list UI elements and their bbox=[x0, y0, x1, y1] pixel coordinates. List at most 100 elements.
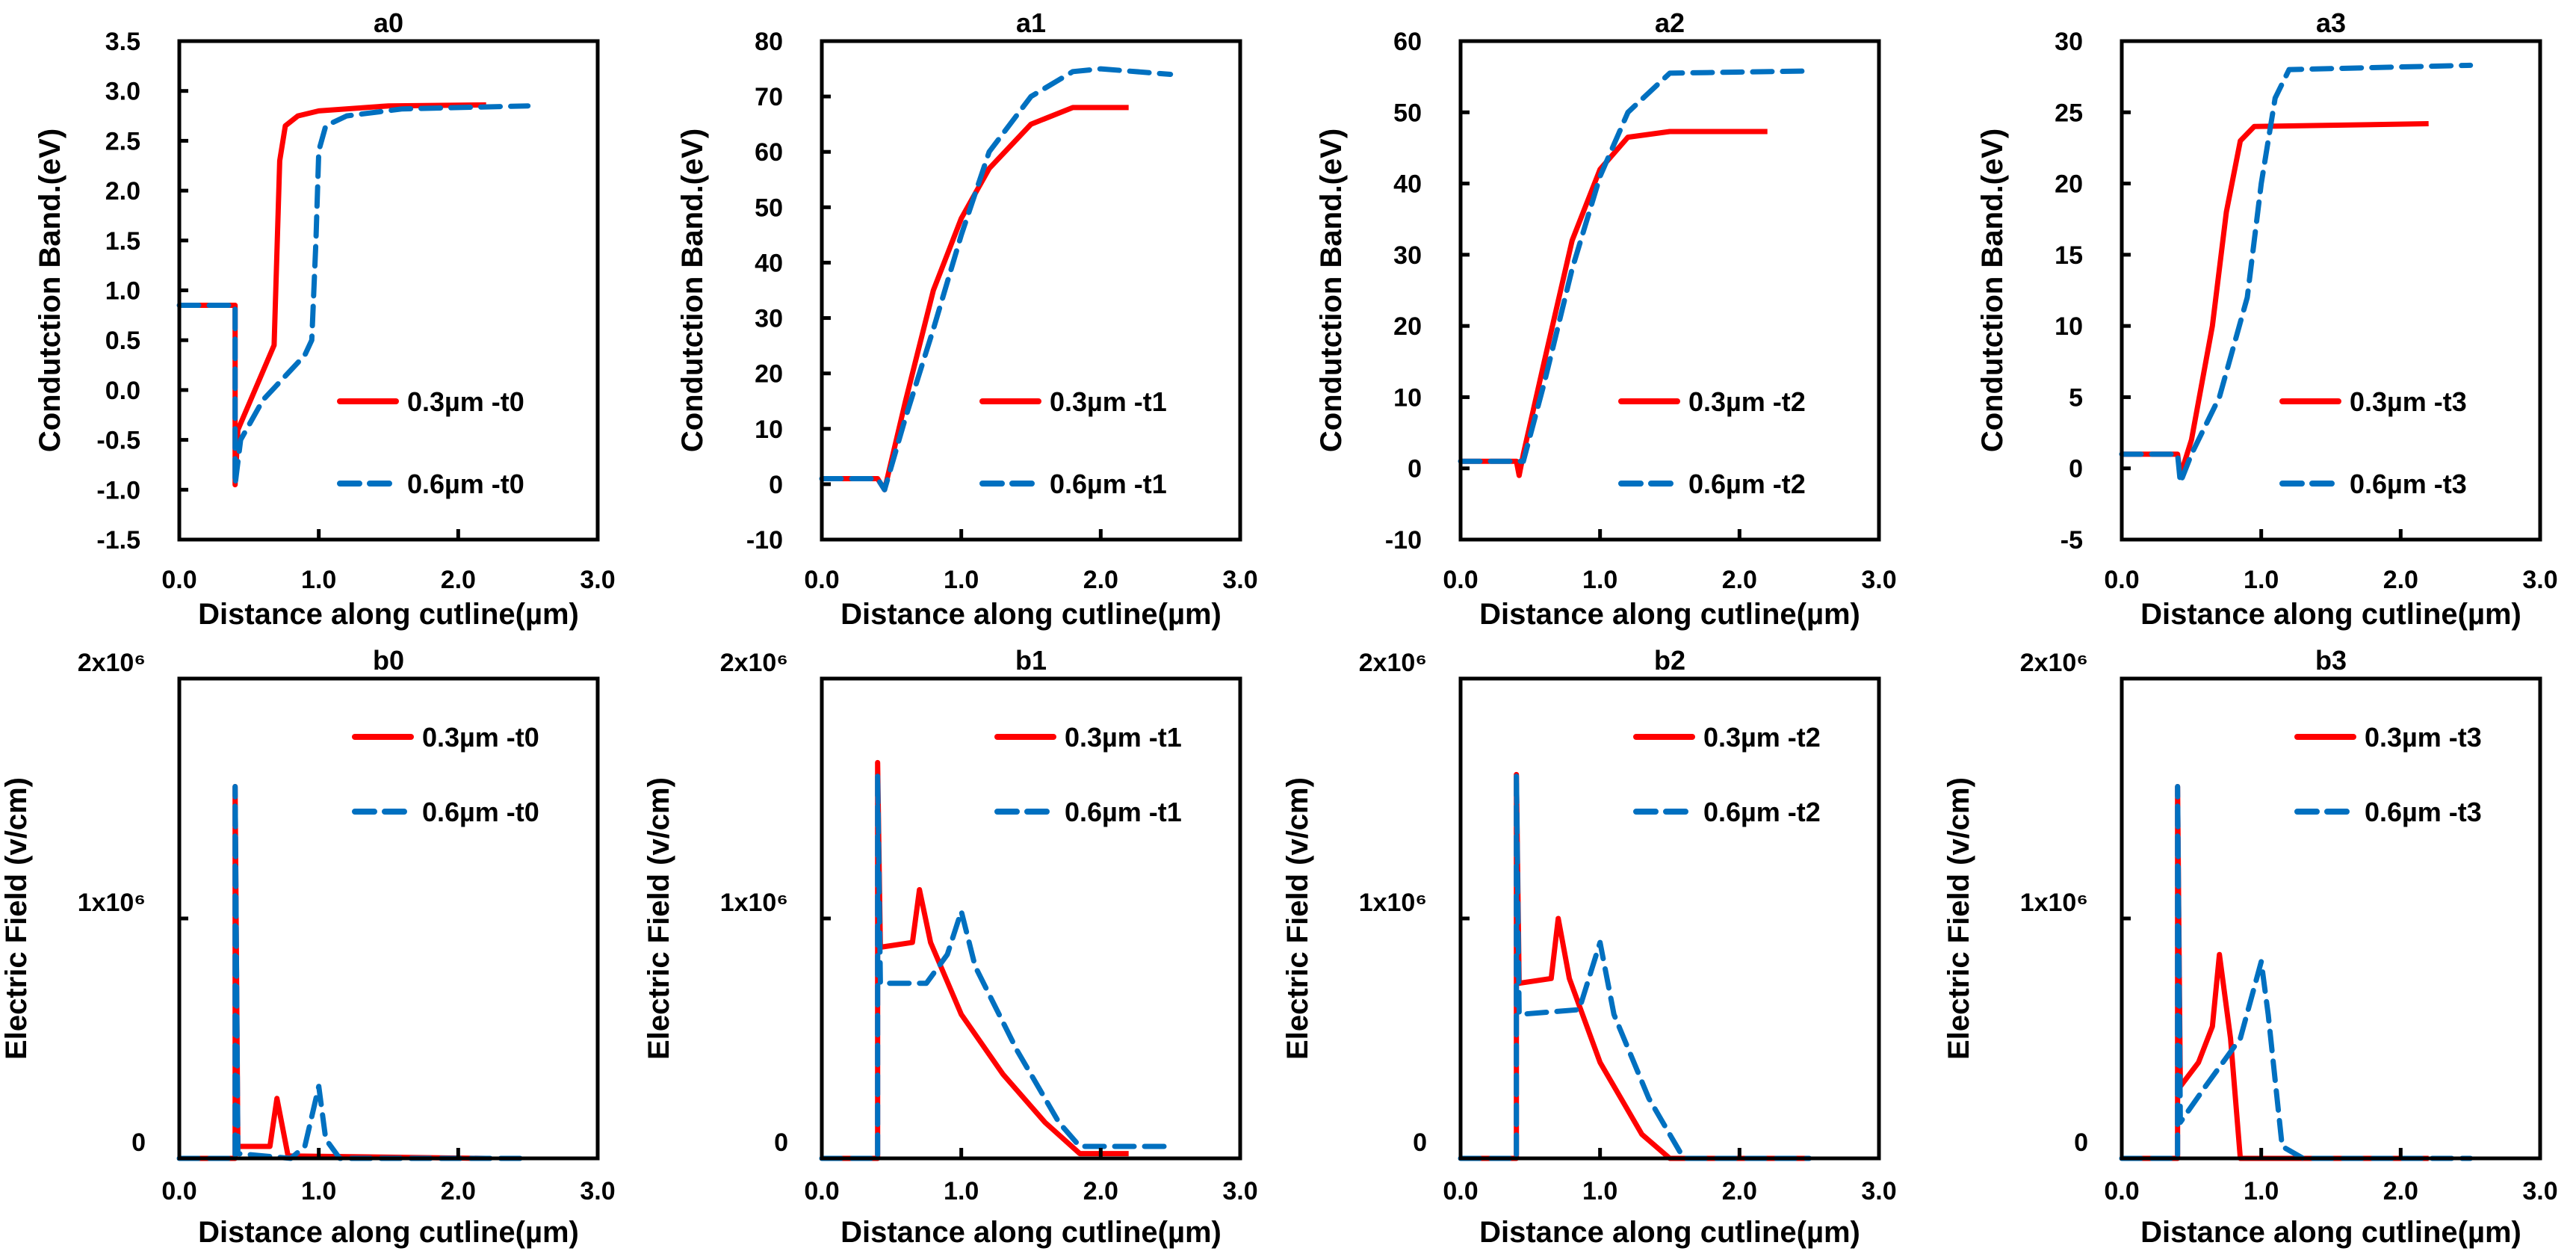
x-tick-label: 2.0 bbox=[1722, 1177, 1757, 1205]
y-tick-label: -1.0 bbox=[96, 476, 140, 504]
legend-label: 0.6µm -t3 bbox=[2350, 469, 2467, 499]
x-tick-label: 2.0 bbox=[2383, 1177, 2418, 1205]
y-tick-label: -5 bbox=[2061, 526, 2083, 555]
y-tick-label: 0 bbox=[769, 471, 783, 499]
legend-entry-1: 0.3µm -t2 bbox=[1618, 386, 1806, 417]
y-tick-label: 50 bbox=[755, 194, 783, 222]
y-tick-label: 2.5 bbox=[105, 127, 140, 155]
y-axis-label: Electric Field (v/cm) bbox=[1281, 777, 1314, 1060]
x-tick-label: 1.0 bbox=[2244, 1177, 2279, 1205]
x-axis-label: Distance along cutline(µm) bbox=[198, 1216, 579, 1249]
y-tick-label: 25 bbox=[2055, 99, 2083, 127]
legend-label: 0.6µm -t0 bbox=[422, 797, 539, 827]
y-tick-label: 30 bbox=[755, 305, 783, 333]
legend-entry-1: 0.3µm -t0 bbox=[337, 386, 524, 417]
series-line-1 bbox=[2122, 121, 2429, 478]
x-axis-label: Distance along cutline(µm) bbox=[2140, 1216, 2521, 1249]
chart-title: b1 bbox=[1015, 645, 1047, 676]
x-tick-label: 0.0 bbox=[2104, 566, 2139, 594]
legend-label: 0.3µm -t1 bbox=[1050, 386, 1167, 417]
x-tick-label: 2.0 bbox=[441, 1177, 476, 1205]
y-axis-label: Condutction Band.(eV) bbox=[676, 129, 709, 452]
y-tick-label: 60 bbox=[1393, 28, 1422, 56]
chart-title: a2 bbox=[1655, 7, 1685, 38]
legend-entry-1: 0.3µm -t1 bbox=[979, 386, 1167, 417]
x-axis-label: Distance along cutline(µm) bbox=[198, 598, 579, 631]
y-tick-label: 70 bbox=[755, 83, 783, 111]
x-tick-label: 0.0 bbox=[161, 1177, 196, 1205]
legend-entry-1: 0.3µm -t2 bbox=[1633, 722, 1821, 753]
y-tick-label: 0.5 bbox=[105, 327, 140, 355]
x-tick-label: 3.0 bbox=[2522, 566, 2557, 594]
x-axis-label: Distance along cutline(µm) bbox=[1479, 598, 1860, 631]
legend-entry-2: 0.6µm -t3 bbox=[2279, 469, 2467, 499]
y-tick-label: -0.5 bbox=[96, 427, 140, 455]
legend-label: 0.3µm -t2 bbox=[1688, 386, 1806, 417]
x-tick-label: 2.0 bbox=[441, 566, 476, 594]
x-tick-label: 2.0 bbox=[1083, 566, 1118, 594]
y-tick-label: 0 bbox=[131, 1128, 146, 1157]
chart-a2: 0.0 1.0 2.0 3.0 -10 0 10 20 30 40 50 60 a2 Distance a… bbox=[1315, 7, 1897, 631]
x-tick-label: 0.0 bbox=[1443, 1177, 1478, 1205]
y-tick-label: 10 bbox=[2055, 312, 2083, 341]
y-axis-label: Electric Field (v/cm) bbox=[0, 777, 33, 1060]
plot-frame bbox=[177, 39, 600, 542]
y-tick-label: 10 bbox=[1393, 383, 1422, 412]
x-tick-label: 1.0 bbox=[944, 1177, 979, 1205]
legend-entry-1: 0.3µm -t1 bbox=[994, 722, 1182, 753]
series-line-2 bbox=[176, 103, 531, 488]
legend-label: 0.3µm -t3 bbox=[2350, 386, 2467, 417]
x-tick-label: 3.0 bbox=[1861, 1177, 1896, 1205]
x-tick-label: 1.0 bbox=[301, 566, 336, 594]
series-line-2 bbox=[1458, 771, 1812, 1161]
chart-title: b3 bbox=[2315, 645, 2347, 676]
chart-title: b0 bbox=[373, 645, 404, 676]
y-tick-label: 0.0 bbox=[105, 377, 140, 405]
x-tick-label: 0.0 bbox=[161, 566, 196, 594]
legend-entry-1: 0.3µm -t0 bbox=[352, 722, 539, 753]
x-tick-label: 3.0 bbox=[2522, 1177, 2557, 1205]
y-tick-label: 2.0 bbox=[105, 177, 140, 206]
y-tick-label: 2x10⁶ bbox=[1359, 649, 1427, 677]
series-line-1 bbox=[179, 102, 486, 488]
y-tick-label: 2x10⁶ bbox=[78, 649, 146, 677]
series-line-1 bbox=[179, 784, 486, 1161]
legend-label: 0.6µm -t2 bbox=[1688, 469, 1806, 499]
x-axis-label: Distance along cutline(µm) bbox=[840, 598, 1222, 631]
chart-title: a3 bbox=[2316, 7, 2346, 38]
x-tick-label: 2.0 bbox=[1083, 1177, 1118, 1205]
x-tick-label: 1.0 bbox=[301, 1177, 336, 1205]
series-line-2 bbox=[1458, 68, 1812, 464]
y-tick-label: 20 bbox=[1393, 312, 1422, 341]
legend-label: 0.6µm -t0 bbox=[407, 469, 524, 499]
x-tick-label: 1.0 bbox=[1582, 566, 1617, 594]
series-line-1 bbox=[1461, 129, 1768, 478]
y-tick-label: 20 bbox=[2055, 170, 2083, 199]
y-tick-label: -1.5 bbox=[96, 526, 140, 555]
y-axis-label: Condutction Band.(eV) bbox=[1976, 129, 2009, 452]
chart-b1: 0.0 1.0 2.0 3.0 0 1x10⁶ 2x10⁶ b1 Distance along … bbox=[643, 645, 1258, 1249]
legend-entry-1: 0.3µm -t3 bbox=[2279, 386, 2467, 417]
x-axis-label: Distance along cutline(µm) bbox=[2140, 598, 2521, 631]
legend-entry-2: 0.6µm -t2 bbox=[1633, 797, 1821, 827]
y-tick-label: 1x10⁶ bbox=[78, 889, 146, 917]
y-tick-label: 5 bbox=[2069, 383, 2083, 412]
plot-frame bbox=[820, 39, 1242, 542]
y-tick-label: 40 bbox=[755, 249, 783, 277]
y-tick-label: 15 bbox=[2055, 241, 2083, 270]
y-tick-label: 10 bbox=[755, 416, 783, 444]
y-tick-label: 2x10⁶ bbox=[2020, 649, 2088, 677]
y-tick-label: -10 bbox=[746, 526, 783, 555]
series-line-2 bbox=[819, 66, 1174, 492]
series-line-2 bbox=[176, 784, 531, 1161]
chart-b2: 0.0 1.0 2.0 3.0 0 1x10⁶ 2x10⁶ b2 Distance along … bbox=[1281, 645, 1897, 1249]
y-tick-label: -10 bbox=[1385, 526, 1422, 555]
legend-label: 0.6µm -t2 bbox=[1703, 797, 1821, 827]
legend-label: 0.3µm -t0 bbox=[422, 722, 539, 753]
legend-entry-2: 0.6µm -t0 bbox=[352, 797, 539, 827]
x-tick-label: 1.0 bbox=[1582, 1177, 1617, 1205]
legend-entry-2: 0.6µm -t0 bbox=[337, 469, 524, 499]
y-axis-label: Electric Field (v/cm) bbox=[643, 777, 675, 1060]
y-axis-label: Condutction Band.(eV) bbox=[1315, 129, 1348, 452]
